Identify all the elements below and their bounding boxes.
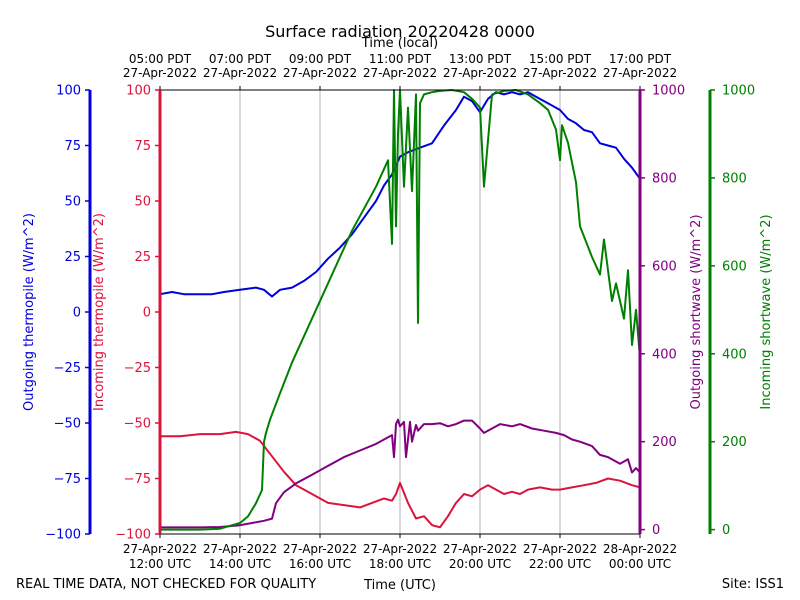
axis-label-incoming-thermopile: Incoming thermopile (W/m^2) [92,213,107,411]
y-tick-label: 1000 [722,84,755,99]
x-tick-label-date: 28-Apr-2022 [603,542,677,556]
y-tick-label: 0 [652,523,660,538]
y-tick-label: 200 [652,435,677,450]
axes-layer: 100 75 50 25 0 −25 −50 −75 −100 Outgoing thermopi… [22,84,774,543]
top-tick-label-date: 27-Apr-2022 [363,66,437,80]
axis-label-outgoing-shortwave: Outgoing shortwave (W/m^2) [689,214,704,409]
top-tick-label-time: 11:00 PDT [369,52,432,66]
y-tick-label: 0 [143,306,151,321]
y-tick-label: 75 [134,139,151,154]
y-tick-label: −25 [124,361,151,376]
axis-label-outgoing-thermopile: Outgoing thermopile (W/m^2) [22,213,37,411]
top-tick-label-date: 27-Apr-2022 [603,66,677,80]
series-layer [159,89,641,531]
y-tick-label: 50 [134,195,151,210]
x-tick-label-utc: 22:00 UTC [529,557,591,571]
x-tick-label-date: 27-Apr-2022 [203,542,277,556]
top-tick-label-time: 13:00 PDT [449,52,512,66]
y-tick-label: 800 [652,171,677,186]
top-tick-label-date: 27-Apr-2022 [283,66,357,80]
y-tick-label: 50 [64,195,81,210]
quality-notice: REAL TIME DATA, NOT CHECKED FOR QUALITY [16,577,316,592]
x-tick-label-utc: 18:00 UTC [369,557,431,571]
series-line-outgoing-shortwave [160,418,641,529]
y-tick-label: 200 [722,435,747,450]
y-tick-label: −75 [54,472,81,487]
y-tick-label: −50 [54,417,81,432]
site-label: Site: ISS1 [722,577,784,592]
top-axis-label: Time (local) [361,36,438,51]
y-tick-label: 25 [134,250,151,265]
top-tick-label-time: 09:00 PDT [289,52,352,66]
y-tick-label: −100 [45,528,81,543]
top-tick-label-time: 15:00 PDT [529,52,592,66]
series-line-incoming-shortwave [160,89,641,531]
y-tick-label: 400 [722,347,747,362]
x-tick-label-date: 27-Apr-2022 [123,542,197,556]
x-tick-label-utc: 16:00 UTC [289,557,351,571]
y-tick-label: 1000 [652,84,685,99]
x-tick-label-utc: 12:00 UTC [129,557,191,571]
series-line-outgoing-thermopile [159,91,641,298]
top-tick-label-date: 27-Apr-2022 [523,66,597,80]
x-tick-label-date: 27-Apr-2022 [523,542,597,556]
y-tick-label: 25 [64,250,81,265]
y-tick-label: 0 [73,306,81,321]
x-tick-label-utc: 00:00 UTC [609,557,671,571]
y-tick-label: 100 [56,84,81,99]
chart-title: Surface radiation 20220428 0000 [265,22,535,41]
x-tick-label-date: 27-Apr-2022 [443,542,517,556]
y-tick-label: −50 [124,417,151,432]
y-tick-label: 600 [722,259,747,274]
x-tick-label-date: 27-Apr-2022 [363,542,437,556]
top-tick-label-time: 17:00 PDT [609,52,672,66]
top-tick-label-date: 27-Apr-2022 [203,66,277,80]
x-axis-label: Time (UTC) [363,578,436,593]
y-tick-label: −100 [115,528,151,543]
y-tick-label: 0 [722,523,730,538]
top-tick-label-date: 27-Apr-2022 [443,66,517,80]
series-line-incoming-thermopile [160,430,641,529]
x-tick-label-date: 27-Apr-2022 [283,542,357,556]
y-tick-label: 100 [126,84,151,99]
x-tick-label-utc: 20:00 UTC [449,557,511,571]
y-tick-label: −25 [54,361,81,376]
y-tick-label: 800 [722,171,747,186]
axis-label-incoming-shortwave: Incoming shortwave (W/m^2) [759,214,774,409]
y-tick-label: 400 [652,347,677,362]
top-tick-label-date: 27-Apr-2022 [123,66,197,80]
top-tick-label-time: 05:00 PDT [129,52,192,66]
y-tick-label: 600 [652,259,677,274]
x-tick-label-utc: 14:00 UTC [209,557,271,571]
y-tick-label: 75 [64,139,81,154]
y-tick-label: −75 [124,472,151,487]
top-tick-label-time: 07:00 PDT [209,52,272,66]
